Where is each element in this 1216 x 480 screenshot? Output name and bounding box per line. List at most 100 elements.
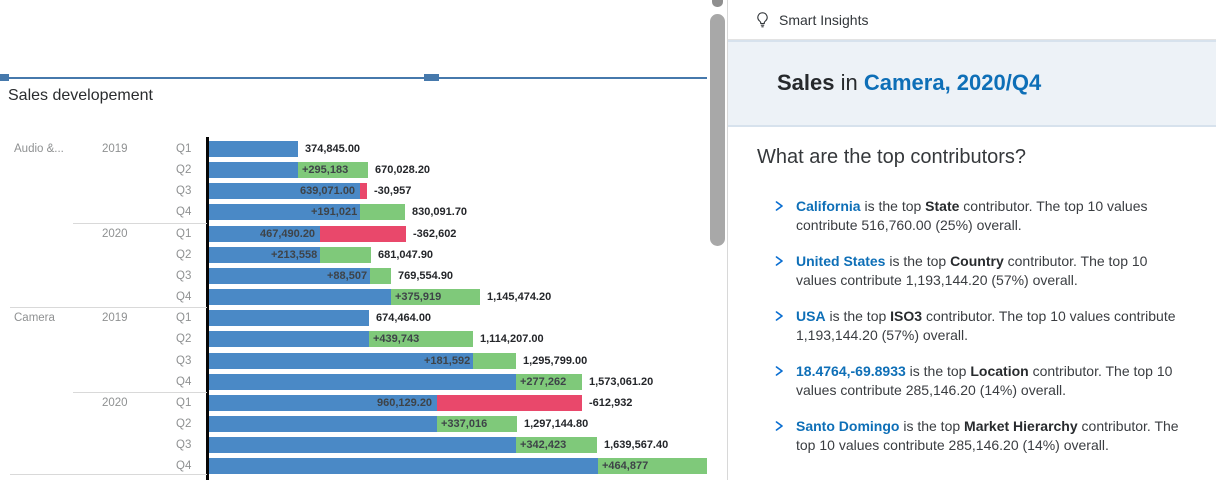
group-separator: [10, 474, 207, 476]
sales-bar[interactable]: [209, 141, 298, 157]
insight-entity: California: [796, 198, 861, 214]
insight-dimension: Country: [950, 253, 1004, 269]
context-connector: in: [834, 70, 864, 95]
value-label: 769,554.90: [398, 269, 454, 282]
quarter-label: Q3: [176, 269, 192, 282]
year-label: 2019: [102, 312, 128, 325]
value-label: 681,047.90: [378, 248, 434, 261]
sales-bar[interactable]: [209, 183, 360, 200]
total-value-label-inside: 960,129.20: [377, 396, 433, 409]
delta-decrease-bar[interactable]: [437, 394, 582, 411]
year-label: 2020: [102, 227, 128, 240]
quarter-label: Q3: [176, 185, 192, 198]
chart-title: Sales developement: [8, 87, 153, 104]
sales-bar[interactable]: [209, 289, 391, 306]
insight-item[interactable]: United States is the top Country contrib…: [773, 252, 1216, 289]
insight-entity: 18.4764,-69.8933: [796, 363, 906, 379]
delta-value-label: +439,743: [373, 333, 420, 346]
sales-bar[interactable]: [209, 373, 516, 390]
delta-increase-bar[interactable]: [598, 458, 707, 475]
quarter-label: Q1: [176, 312, 192, 325]
group-separator: [10, 307, 207, 309]
quarter-label: Q2: [176, 164, 192, 177]
value-label: -362,602: [413, 227, 457, 240]
sales-bar[interactable]: [209, 415, 437, 432]
value-label: 1,295,799.00: [523, 354, 588, 367]
chevron-right-icon[interactable]: [773, 364, 786, 399]
insight-text: United States is the top Country contrib…: [796, 253, 1148, 288]
delta-increase-bar[interactable]: [391, 289, 480, 306]
value-label: 830,091.70: [412, 206, 468, 219]
group-separator: [73, 222, 207, 224]
insight-item[interactable]: USA is the top ISO3 contributor. The top…: [773, 307, 1216, 344]
sales-bar[interactable]: [209, 225, 320, 242]
insight-text: California is the top State contributor.…: [796, 198, 1148, 233]
sales-bar[interactable]: [209, 267, 370, 284]
delta-value-label: +342,423: [520, 439, 567, 452]
group-separator: [73, 391, 207, 393]
quarter-label: Q1: [176, 396, 192, 409]
value-label: 670,028.20: [375, 164, 431, 177]
chevron-right-icon[interactable]: [773, 199, 786, 234]
sales-bar[interactable]: [209, 246, 320, 263]
sales-bar[interactable]: [209, 310, 369, 327]
widget-resize-handle-center[interactable]: [424, 74, 439, 81]
delta-increase-bar[interactable]: [369, 331, 473, 348]
sales-bar[interactable]: [209, 437, 516, 454]
value-label: 1,297,144.80: [524, 417, 589, 430]
quarter-label: Q3: [176, 354, 192, 367]
chart-widget[interactable]: Sales developement Audio &... 2019 Q1 374,8…: [0, 0, 707, 480]
delta-decrease-bar[interactable]: [320, 225, 406, 242]
chevron-right-icon[interactable]: [773, 254, 786, 289]
quarter-label: Q4: [176, 375, 192, 388]
sales-bar[interactable]: [209, 352, 473, 369]
value-label: 1,114,207.00: [480, 333, 544, 346]
insight-entity: USA: [796, 308, 826, 324]
delta-value-label: +88,507: [327, 269, 368, 282]
value-label: 674,464.00: [376, 312, 432, 325]
chevron-right-icon[interactable]: [773, 419, 786, 454]
insight-item[interactable]: Santo Domingo is the top Market Hierarch…: [773, 417, 1216, 454]
value-label: 1,573,061.20: [589, 375, 654, 388]
value-label: 374,845.00: [305, 143, 361, 155]
delta-increase-bar[interactable]: [360, 204, 405, 221]
scrollbar-top-nub[interactable]: [712, 0, 723, 7]
delta-increase-bar[interactable]: [516, 437, 597, 454]
widget-resize-handle-left[interactable]: [0, 74, 9, 81]
context-measure: Sales: [777, 70, 835, 95]
insight-item[interactable]: 18.4764,-69.8933 is the top Location con…: [773, 362, 1216, 399]
context-selection: Camera, 2020/Q4: [863, 70, 1042, 95]
delta-increase-bar[interactable]: [437, 415, 517, 432]
year-label: 2020: [102, 396, 128, 409]
insight-dimension: Market Hierarchy: [964, 418, 1078, 434]
insight-dimension: State: [925, 198, 960, 214]
sales-bar[interactable]: [209, 204, 360, 221]
delta-increase-bar[interactable]: [370, 267, 391, 284]
insight-text: 18.4764,-69.8933 is the top Location con…: [796, 363, 1173, 398]
insight-entity: United States: [796, 253, 886, 269]
chevron-right-icon[interactable]: [773, 309, 786, 344]
insight-text: USA is the top ISO3 contributor. The top…: [796, 308, 1176, 343]
insight-text: Santo Domingo is the top Market Hierarch…: [796, 418, 1179, 453]
smart-insights-panel: Smart Insights Sales in Camera, 2020/Q4 …: [727, 0, 1216, 480]
chart-baseline-axis: [206, 137, 209, 480]
insight-item[interactable]: California is the top State contributor.…: [773, 197, 1216, 234]
sales-bar[interactable]: [209, 162, 298, 179]
vertical-scrollbar-thumb[interactable]: [710, 14, 725, 246]
delta-increase-bar[interactable]: [516, 373, 582, 390]
sales-bar[interactable]: [209, 458, 598, 475]
category-label: Audio &...: [14, 143, 64, 155]
delta-value-label: +464,877: [602, 460, 649, 473]
delta-decrease-bar[interactable]: [360, 183, 367, 200]
value-label: 1,639,567.40: [604, 439, 669, 452]
quarter-label: Q1: [176, 227, 192, 240]
sales-bar[interactable]: [209, 394, 437, 411]
delta-increase-bar[interactable]: [298, 162, 368, 179]
delta-increase-bar[interactable]: [473, 352, 516, 369]
insight-question: What are the top contributors?: [757, 146, 1027, 168]
value-label: -612,932: [589, 396, 633, 409]
quarter-label: Q4: [176, 460, 192, 473]
delta-increase-bar[interactable]: [320, 246, 371, 263]
sales-bar[interactable]: [209, 331, 369, 348]
